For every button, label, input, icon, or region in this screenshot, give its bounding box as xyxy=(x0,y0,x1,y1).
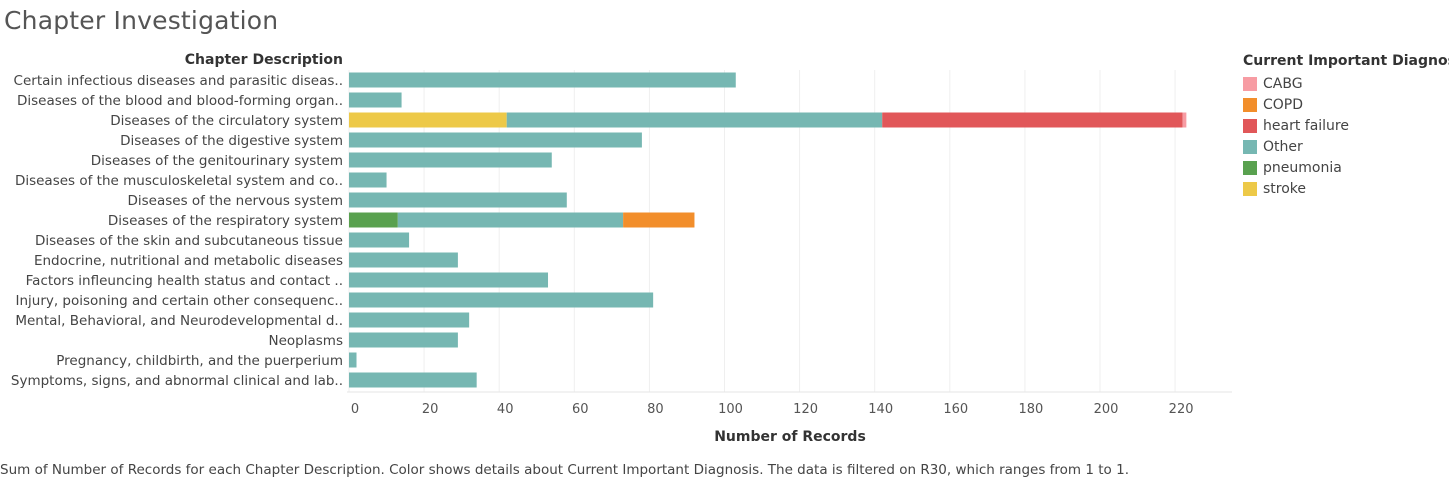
bar-segment[interactable] xyxy=(349,312,470,328)
x-tick-label: 20 xyxy=(422,402,439,417)
legend: Current Important Diagnosis CABG COPD hear… xyxy=(1243,53,1449,199)
x-axis-title: Number of Records xyxy=(714,429,866,445)
bars xyxy=(349,72,1187,388)
category-label: Diseases of the digestive system xyxy=(120,133,343,149)
legend-swatch xyxy=(1243,118,1257,133)
x-tick-label: 200 xyxy=(1094,402,1119,417)
category-labels: Certain infectious diseases and parasiti… xyxy=(11,73,343,389)
category-label: Diseases of the blood and blood-forming … xyxy=(17,93,343,109)
category-label: Injury, poisoning and certain other cons… xyxy=(15,293,343,309)
x-tick-label: 120 xyxy=(793,402,818,417)
category-label: Neoplasms xyxy=(269,333,343,349)
legend-swatch xyxy=(1243,76,1257,91)
bar-segment[interactable] xyxy=(349,152,552,168)
category-label: Diseases of the musculoskeletal system a… xyxy=(15,173,343,189)
x-tick-label: 160 xyxy=(943,402,968,417)
legend-label: CABG xyxy=(1263,75,1303,92)
legend-item[interactable]: pneumonia xyxy=(1243,157,1449,178)
legend-label: stroke xyxy=(1263,180,1307,197)
legend-swatch xyxy=(1243,97,1257,112)
legend-items: CABG COPD heart failure Other pneumonia strok… xyxy=(1243,73,1449,199)
stacked-bar-chart: Chapter Description Certain infectious d… xyxy=(11,52,1232,445)
x-tick-labels: 0 20 40 60 80 100 120 140 160 180 200 220 xyxy=(351,402,1194,417)
bar-segment[interactable] xyxy=(349,132,642,148)
x-tick-label: 140 xyxy=(868,402,893,417)
bar-segment[interactable] xyxy=(349,192,567,208)
x-tick-label: 60 xyxy=(572,402,589,417)
legend-swatch xyxy=(1243,181,1257,196)
footnote: Sum of Number of Records for each Chapte… xyxy=(0,462,1129,478)
legend-item[interactable]: stroke xyxy=(1243,178,1449,199)
legend-swatch xyxy=(1243,160,1257,175)
category-label: Certain infectious diseases and parasiti… xyxy=(14,73,343,89)
bar-segment[interactable] xyxy=(349,252,458,268)
bar-segment[interactable] xyxy=(397,212,624,228)
category-label: Diseases of the genitourinary system xyxy=(91,153,343,169)
bar-segment[interactable] xyxy=(1182,112,1187,128)
category-label: Factors infleuncing health status and co… xyxy=(26,273,343,289)
category-label: Endocrine, nutritional and metabolic dis… xyxy=(34,253,343,269)
bar-segment[interactable] xyxy=(623,212,695,228)
x-tick-label: 80 xyxy=(647,402,664,417)
bar-segment[interactable] xyxy=(349,332,458,348)
category-label: Diseases of the skin and subcutaneous ti… xyxy=(35,233,343,249)
legend-item[interactable]: COPD xyxy=(1243,94,1449,115)
page-title: Chapter Investigation xyxy=(4,6,279,35)
bar-segment[interactable] xyxy=(349,212,398,228)
category-label: Diseases of the nervous system xyxy=(127,193,343,209)
x-tick-label: 180 xyxy=(1018,402,1043,417)
legend-item[interactable]: heart failure xyxy=(1243,115,1449,136)
bar-segment[interactable] xyxy=(349,72,736,88)
bar-segment[interactable] xyxy=(349,112,507,128)
x-tick-label: 100 xyxy=(718,402,743,417)
legend-item[interactable]: CABG xyxy=(1243,73,1449,94)
bar-segment[interactable] xyxy=(349,272,549,288)
legend-swatch xyxy=(1243,139,1257,154)
legend-label: COPD xyxy=(1263,96,1304,113)
bar-segment[interactable] xyxy=(349,172,387,188)
bar-segment[interactable] xyxy=(349,372,477,388)
category-label: Diseases of the respiratory system xyxy=(108,213,343,229)
legend-label: Other xyxy=(1263,138,1303,155)
legend-title: Current Important Diagnosis xyxy=(1243,53,1449,69)
category-label: Mental, Behavioral, and Neurodevelopment… xyxy=(15,313,343,329)
bar-segment[interactable] xyxy=(349,352,357,368)
x-tick-label: 0 xyxy=(351,402,359,417)
bar-segment[interactable] xyxy=(506,112,883,128)
row-header: Chapter Description xyxy=(185,52,343,68)
x-tick-label: 40 xyxy=(497,402,514,417)
bar-segment[interactable] xyxy=(882,112,1183,128)
bar-segment[interactable] xyxy=(349,232,410,248)
category-label: Pregnancy, childbirth, and the puerperiu… xyxy=(56,353,343,369)
legend-label: pneumonia xyxy=(1263,159,1342,176)
category-label: Diseases of the circulatory system xyxy=(110,113,343,129)
category-label: Symptoms, signs, and abnormal clinical a… xyxy=(11,373,343,389)
bar-segment[interactable] xyxy=(349,92,402,108)
x-tick-label: 220 xyxy=(1169,402,1194,417)
bar-segment[interactable] xyxy=(349,292,654,308)
legend-item[interactable]: Other xyxy=(1243,136,1449,157)
legend-label: heart failure xyxy=(1263,117,1349,134)
